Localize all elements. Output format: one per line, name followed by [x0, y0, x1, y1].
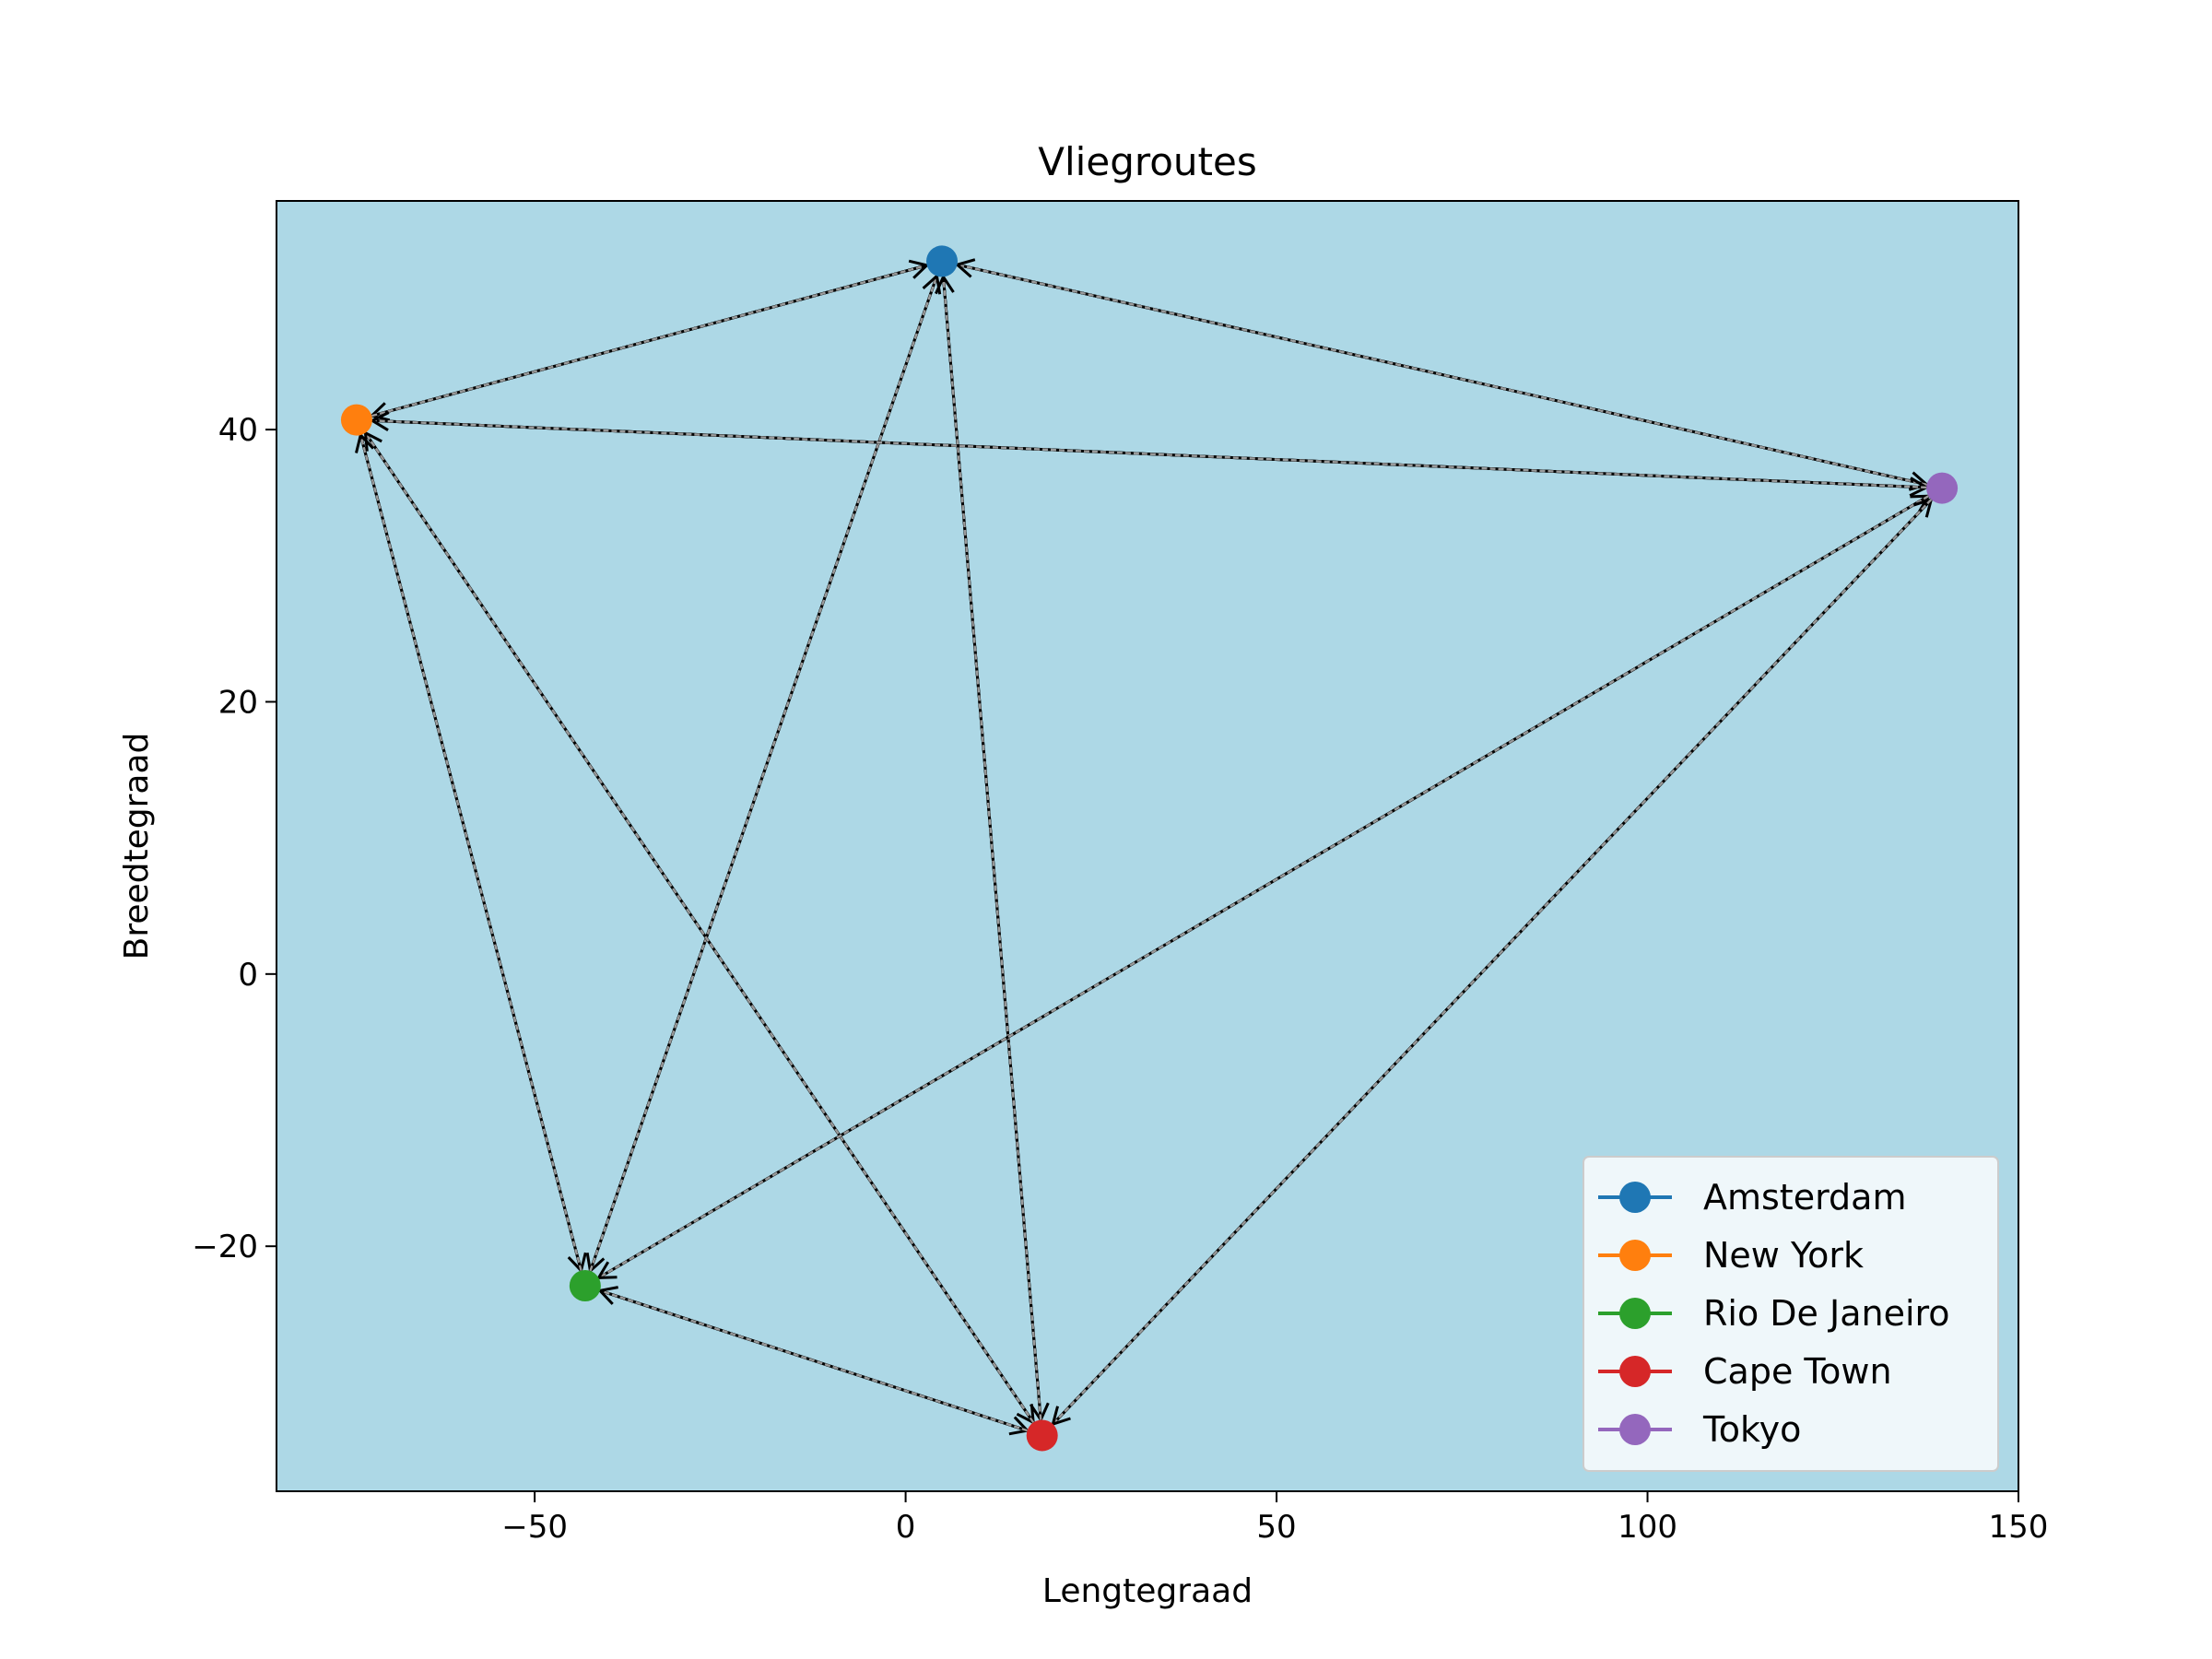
city-point [926, 245, 959, 277]
legend-label: Amsterdam [1703, 1177, 1906, 1218]
y-tick-label: 20 [218, 684, 258, 721]
y-axis-ticks: −20 0 20 40 [192, 412, 276, 1265]
legend-item: Tokyo [1598, 1409, 1801, 1450]
y-tick-label: 40 [218, 412, 258, 449]
route-arrow [355, 432, 582, 1271]
x-axis-label: Lengtegraad [1042, 1572, 1253, 1610]
x-axis-ticks: −50 0 50 100 150 [501, 1491, 2048, 1546]
y-axis-label: Breedtegraad [118, 733, 156, 960]
points-layer [340, 245, 1959, 1452]
route-arrow [954, 258, 1927, 487]
route-arrow [935, 274, 1042, 1420]
legend-box [1583, 1156, 1999, 1472]
legend-item: Rio De Janeiro [1598, 1293, 1950, 1334]
city-point [1926, 472, 1959, 504]
legend-item: Amsterdam [1598, 1177, 1906, 1218]
city-point [569, 1270, 601, 1302]
legend-label: Tokyo [1702, 1409, 1801, 1450]
legend-label: Cape Town [1703, 1351, 1892, 1392]
x-tick-label: 100 [1618, 1509, 1677, 1546]
x-tick-label: −50 [501, 1509, 568, 1546]
x-tick-label: 150 [1989, 1509, 2049, 1546]
legend-label: New York [1703, 1235, 1864, 1276]
route-arrow [595, 494, 1930, 1279]
legend-label: Rio De Janeiro [1703, 1293, 1950, 1334]
legend-item: New York [1598, 1235, 1864, 1276]
legend-item: Cape Town [1598, 1351, 1892, 1392]
x-tick-label: 0 [896, 1509, 916, 1546]
legend: Amsterdam New York Rio De Janeiro Cape Town… [1583, 1156, 1999, 1472]
y-tick-label: −20 [192, 1229, 258, 1265]
x-tick-label: 50 [1256, 1509, 1296, 1546]
routes-layer [355, 258, 1934, 1436]
y-tick-label: 0 [238, 957, 258, 994]
city-point [1026, 1419, 1058, 1452]
chart-title: Vliegroutes [1038, 139, 1256, 184]
city-point [340, 404, 372, 436]
